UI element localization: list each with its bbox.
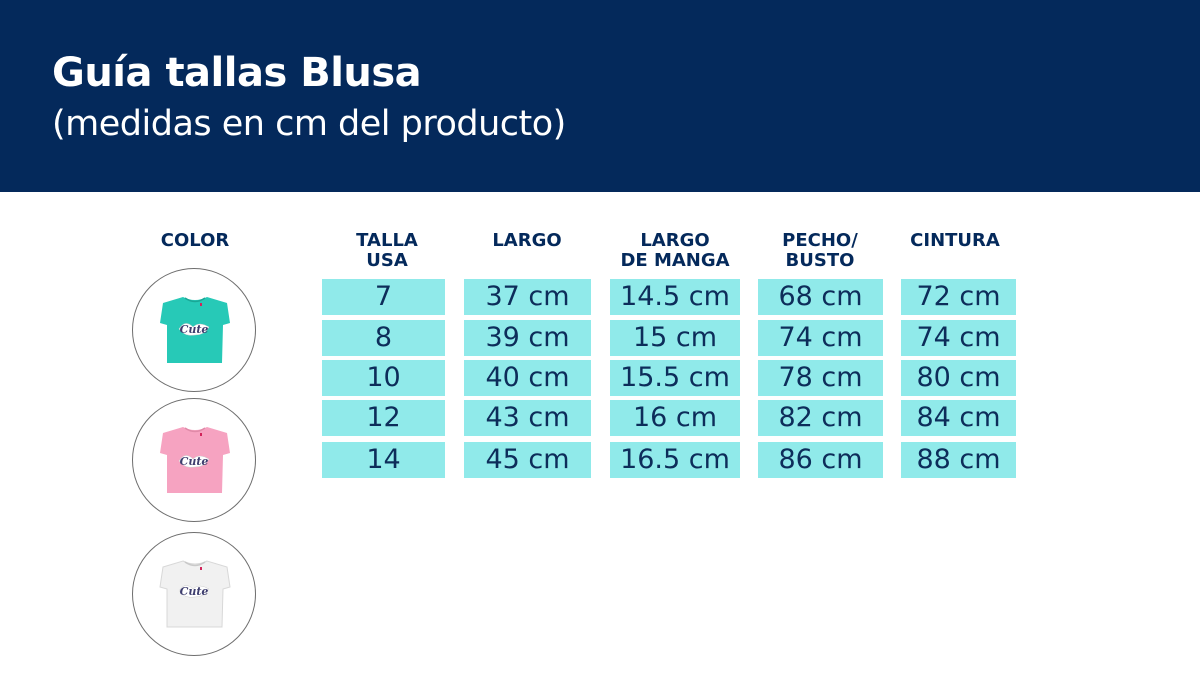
header-banner: Guía tallas Blusa (medidas en cm del pro… (0, 0, 1200, 192)
shirt-print-label: Cute (180, 323, 209, 336)
tshirt-icon: Cute (159, 560, 231, 628)
table-cell-largo-manga: 16.5 cm (610, 442, 740, 478)
header-largo-manga: LARGO DE MANGA (620, 230, 730, 271)
tshirt-icon: Cute (160, 427, 230, 493)
table-cell-largo: 37 cm (464, 279, 591, 315)
table-cell-largo-manga: 16 cm (610, 400, 740, 436)
shirt-print-label: Cute (180, 455, 209, 468)
color-swatch-white: Cute (132, 532, 256, 656)
table-cell-pecho: 74 cm (758, 320, 883, 356)
table-cell-pecho: 68 cm (758, 279, 883, 315)
shirt-print-label: Cute (180, 585, 209, 598)
table-cell-cintura: 74 cm (901, 320, 1016, 356)
table-cell-largo: 45 cm (464, 442, 591, 478)
table-cell-cintura: 84 cm (901, 400, 1016, 436)
table-cell-pecho: 86 cm (758, 442, 883, 478)
header-pecho-busto: PECHO/ BUSTO (782, 230, 858, 271)
table-cell-talla: 12 (322, 400, 445, 436)
page-title: Guía tallas Blusa (52, 50, 422, 96)
table-cell-talla: 8 (322, 320, 445, 356)
table-cell-pecho: 78 cm (758, 360, 883, 396)
table-cell-largo: 39 cm (464, 320, 591, 356)
tshirt-icon: Cute (160, 297, 230, 363)
header-talla-usa: TALLA USA (356, 230, 418, 271)
table-cell-pecho: 82 cm (758, 400, 883, 436)
table-cell-cintura: 88 cm (901, 442, 1016, 478)
table-cell-talla: 14 (322, 442, 445, 478)
table-cell-cintura: 80 cm (901, 360, 1016, 396)
table-cell-largo-manga: 15.5 cm (610, 360, 740, 396)
color-swatch-pink: Cute (132, 398, 256, 522)
color-column-header: COLOR (160, 230, 230, 251)
table-cell-largo: 40 cm (464, 360, 591, 396)
color-swatch-turquoise: Cute (132, 268, 256, 392)
table-cell-largo-manga: 14.5 cm (610, 279, 740, 315)
header-cintura: CINTURA (910, 230, 1000, 251)
table-cell-talla: 7 (322, 279, 445, 315)
header-largo: LARGO (492, 230, 562, 251)
table-cell-largo: 43 cm (464, 400, 591, 436)
table-cell-cintura: 72 cm (901, 279, 1016, 315)
table-cell-talla: 10 (322, 360, 445, 396)
table-cell-largo-manga: 15 cm (610, 320, 740, 356)
page-subtitle: (medidas en cm del producto) (52, 104, 566, 144)
